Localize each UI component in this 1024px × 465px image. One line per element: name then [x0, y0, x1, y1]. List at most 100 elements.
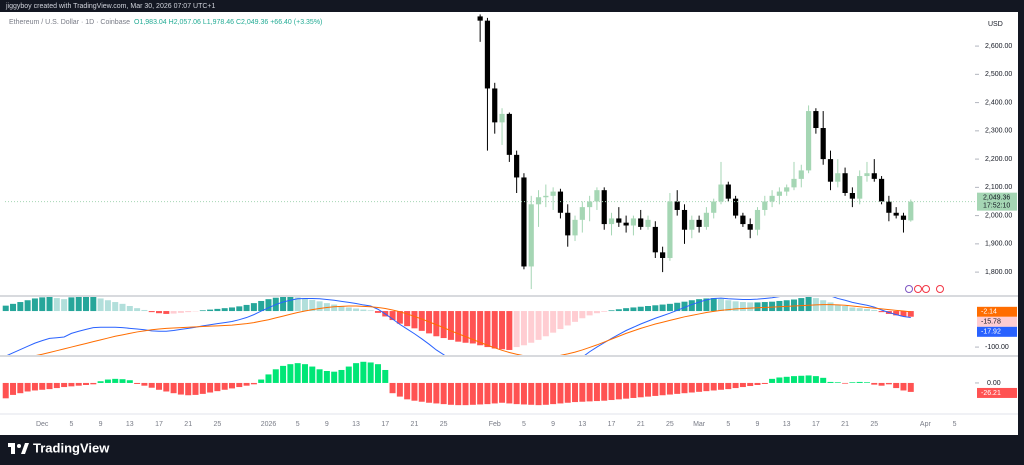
candle-body [827, 159, 834, 182]
candle-body [747, 224, 753, 230]
candle-body [776, 191, 782, 196]
x-tick-label: Feb [489, 421, 501, 428]
histogram-bar [228, 307, 235, 312]
histogram-bar [374, 311, 381, 313]
histogram-bar [790, 376, 797, 383]
candle-body [543, 195, 549, 198]
histogram-bar [309, 366, 316, 383]
y-tick-label: 1,800.00 [985, 269, 1012, 276]
candle-body [871, 173, 877, 179]
histogram-bar [652, 382, 659, 396]
histogram-bar [280, 365, 287, 383]
histogram-bar [718, 382, 725, 390]
histogram-bar [360, 309, 367, 312]
candle-body [550, 191, 556, 196]
histogram-bar [207, 382, 214, 393]
histogram-bar [309, 299, 316, 312]
histogram-bar [53, 298, 60, 312]
histogram-bar [53, 382, 60, 389]
histogram-bar [732, 301, 739, 312]
histogram-bar [805, 297, 812, 312]
logo-mark [11, 447, 15, 454]
price-pane [477, 14, 914, 290]
x-tick-label: Mar [693, 421, 706, 428]
last-value-box [977, 316, 1017, 327]
y-tick-label: 0.00 [987, 380, 1001, 387]
macd-pane [2, 297, 914, 355]
histogram-bar [148, 382, 155, 388]
histogram-bar [754, 382, 761, 385]
histogram-bar [674, 302, 681, 312]
histogram-bar [455, 311, 462, 342]
histogram-bar [119, 303, 126, 312]
histogram-bar [798, 298, 805, 312]
histogram-bar [696, 299, 703, 312]
histogram-bar [199, 382, 206, 394]
histogram-bar [520, 311, 527, 346]
histogram-bar [170, 382, 177, 394]
histogram-bar [156, 382, 163, 390]
histogram-bar [703, 298, 710, 312]
histogram-bar [732, 382, 739, 389]
histogram-bar [411, 311, 418, 329]
last-value-box [977, 387, 1017, 398]
histogram-bar [572, 382, 579, 403]
histogram-bar [615, 309, 622, 312]
icon [922, 285, 930, 293]
histogram-bar [827, 302, 834, 312]
candle-body [630, 218, 637, 226]
y-tick-label: -100.00 [985, 344, 1009, 351]
y-tick-label: 2,200.00 [985, 156, 1012, 163]
histogram-bar [469, 382, 476, 405]
histogram-bar [666, 382, 673, 395]
histogram-bar [265, 374, 272, 383]
histogram-bar [776, 300, 783, 312]
histogram-bar [885, 382, 892, 385]
x-tick-label: 13 [126, 421, 134, 428]
histogram-bar [389, 382, 396, 394]
histogram-bar [900, 382, 907, 391]
last-value-label: -17.92 [981, 329, 1001, 336]
histogram-bar [718, 298, 725, 312]
x-tick-label: 17 [608, 421, 616, 428]
histogram-bar [513, 382, 520, 405]
candle-body [601, 190, 607, 225]
histogram-bar [856, 381, 863, 383]
candle-body [528, 204, 534, 267]
histogram-bar [185, 382, 192, 396]
histogram-bar [484, 382, 491, 405]
histogram-bar [761, 382, 768, 384]
candle-body [733, 198, 739, 216]
histogram-bar [112, 378, 119, 383]
candle-body [820, 128, 826, 160]
histogram-bar [221, 382, 228, 390]
y-tick-label: 2,100.00 [985, 184, 1012, 191]
candle-body [499, 113, 505, 123]
x-tick-label: Dec [36, 421, 49, 428]
histogram-bar [601, 311, 608, 312]
histogram-bar [323, 371, 330, 383]
histogram-bar [842, 306, 849, 312]
histogram-bar [725, 300, 732, 312]
histogram-bar [623, 308, 630, 312]
y-tick-label: 2,600.00 [985, 43, 1012, 50]
logo-mark [8, 443, 15, 447]
histogram-bar [374, 364, 381, 383]
candle-body [616, 218, 622, 223]
histogram-bar [871, 309, 878, 312]
histogram-bar [688, 300, 695, 312]
candle-body [762, 201, 768, 210]
histogram-bar [900, 311, 907, 317]
histogram-bar [440, 311, 447, 339]
histogram-bar [338, 306, 345, 312]
histogram-bar [542, 311, 549, 337]
histogram-bar [462, 382, 469, 406]
histogram-bar [542, 382, 549, 405]
candle-body [660, 252, 666, 258]
x-tick-label: 13 [783, 421, 791, 428]
candle-body [703, 212, 710, 227]
histogram-bar [484, 311, 491, 348]
histogram-bar [878, 382, 885, 386]
histogram-bar [287, 297, 294, 312]
histogram-bar [637, 382, 644, 398]
